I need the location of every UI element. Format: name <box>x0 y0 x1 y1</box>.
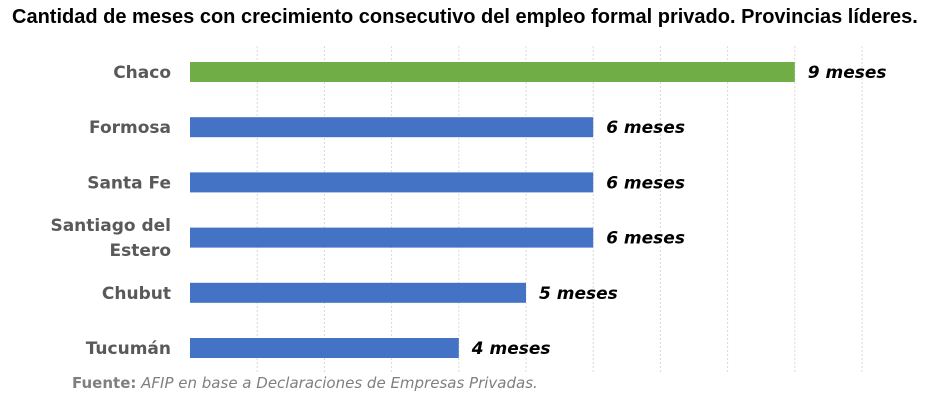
data-labels: 9 meses 6 meses 6 meses 6 meses 5 meses 4 mes… <box>471 63 887 359</box>
data-label: 6 meses <box>606 173 685 193</box>
data-label: 6 meses <box>606 118 685 138</box>
data-label: 6 meses <box>606 229 685 249</box>
bar <box>190 227 594 248</box>
bar <box>190 282 526 303</box>
bar <box>190 338 459 358</box>
category-labels: Chaco Formosa Santa Fe Santiago del Estero Ch… <box>50 63 171 359</box>
chart-title: Cantidad de meses con crecimiento consec… <box>12 6 918 28</box>
category-label: Santiago del Estero <box>50 216 171 261</box>
category-label: Tucumán <box>86 339 171 359</box>
data-label: 5 meses <box>539 284 618 304</box>
category-label: Chubut <box>102 284 171 304</box>
grid-lines <box>256 46 863 374</box>
category-label: Santa Fe <box>87 173 171 193</box>
data-label: 9 meses <box>808 63 887 83</box>
bar <box>190 62 795 82</box>
bar <box>190 117 594 138</box>
data-label: 4 meses <box>471 339 551 359</box>
source-note: Fuente: AFIP en base a Declaraciones de … <box>72 374 538 392</box>
source-label: Fuente: <box>72 374 137 392</box>
bar <box>190 172 594 193</box>
category-label: Chaco <box>113 63 171 83</box>
bars <box>190 62 795 358</box>
source-text: AFIP en base a Declaraciones de Empresas… <box>141 374 538 392</box>
category-label: Formosa <box>89 118 171 138</box>
